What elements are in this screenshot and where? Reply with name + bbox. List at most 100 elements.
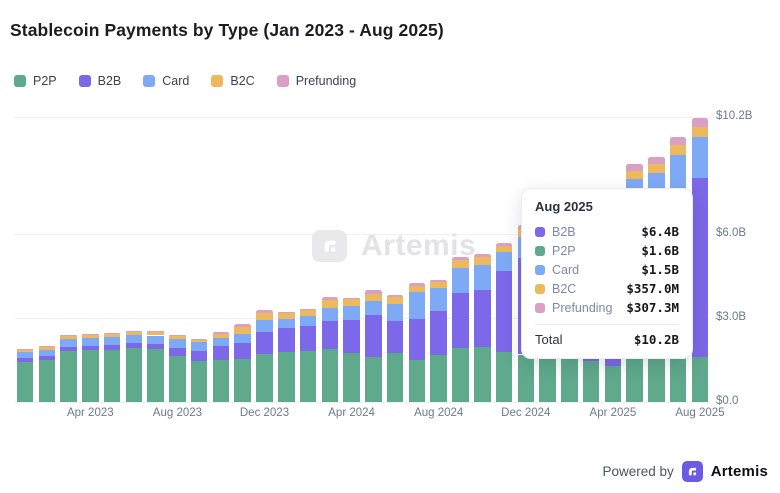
bar-sep-2024[interactable] [452, 0, 469, 402]
bar-segment-p2p[interactable] [626, 357, 643, 402]
bar-segment-b2c[interactable] [299, 310, 317, 317]
bar-segment-prefunding[interactable] [430, 279, 447, 282]
legend-item-card[interactable]: Card [143, 74, 189, 88]
bar-segment-b2b[interactable] [256, 332, 273, 354]
bar-segment-b2b[interactable] [365, 315, 382, 358]
bar-segment-b2c[interactable] [626, 170, 643, 180]
bar-segment-p2p[interactable] [256, 353, 273, 402]
bar-segment-prefunding[interactable] [648, 156, 665, 164]
bar-segment-prefunding[interactable] [147, 331, 164, 333]
bar-sep-2023[interactable] [190, 0, 208, 402]
bar-segment-b2b[interactable] [691, 178, 709, 358]
bar-segment-p2p[interactable] [190, 360, 208, 402]
bar-segment-card[interactable] [212, 337, 230, 346]
bar-segment-b2b[interactable] [430, 310, 447, 356]
bar-segment-b2b[interactable] [147, 343, 164, 350]
bar-segment-p2p[interactable] [561, 354, 578, 402]
legend-item-b2c[interactable]: B2C [211, 74, 255, 88]
bar-aug-2025[interactable] [691, 0, 709, 402]
bar-segment-card[interactable] [365, 300, 382, 316]
bar-oct-2023[interactable] [212, 0, 230, 402]
bar-segment-p2p[interactable] [539, 354, 556, 402]
bar-segment-card[interactable] [691, 136, 709, 179]
bar-segment-b2b[interactable] [16, 358, 34, 363]
bar-may-2023[interactable] [103, 0, 121, 402]
bar-segment-card[interactable] [60, 338, 77, 347]
bar-segment-prefunding[interactable] [212, 332, 230, 334]
bar-segment-prefunding[interactable] [626, 163, 643, 171]
bar-segment-prefunding[interactable] [474, 253, 491, 258]
bar-segment-card[interactable] [452, 268, 469, 294]
bar-segment-prefunding[interactable] [408, 282, 426, 286]
bar-segment-p2p[interactable] [691, 357, 709, 402]
bar-oct-2024[interactable] [474, 0, 491, 402]
bar-segment-b2b[interactable] [299, 325, 317, 351]
bar-segment-b2b[interactable] [278, 327, 295, 353]
bar-segment-b2c[interactable] [669, 144, 687, 155]
bar-aug-2024[interactable] [430, 0, 447, 402]
bar-segment-card[interactable] [278, 319, 295, 328]
bar-apr-2023[interactable] [82, 0, 99, 402]
bar-segment-p2p[interactable] [408, 359, 426, 402]
bar-segment-p2p[interactable] [648, 357, 665, 402]
bar-segment-card[interactable] [38, 349, 56, 356]
bar-segment-prefunding[interactable] [125, 330, 143, 332]
bar-segment-prefunding[interactable] [386, 294, 404, 298]
bar-segment-b2c[interactable] [430, 281, 447, 288]
bar-segment-p2p[interactable] [234, 358, 251, 402]
bar-jul-2024[interactable] [408, 0, 426, 402]
bar-segment-b2b[interactable] [321, 320, 339, 349]
bar-segment-b2c[interactable] [365, 293, 382, 301]
bar-segment-b2b[interactable] [452, 293, 469, 348]
bar-segment-b2b[interactable] [495, 271, 513, 353]
bar-segment-b2b[interactable] [82, 346, 99, 351]
bar-segment-card[interactable] [321, 307, 339, 321]
bar-segment-b2c[interactable] [386, 297, 404, 304]
bar-segment-b2c[interactable] [648, 163, 665, 173]
bar-segment-p2p[interactable] [386, 353, 404, 402]
bar-segment-card[interactable] [299, 316, 317, 326]
bar-segment-b2b[interactable] [169, 347, 186, 356]
bar-segment-b2c[interactable] [452, 260, 469, 269]
bar-segment-p2p[interactable] [82, 350, 99, 402]
bar-segment-p2p[interactable] [452, 347, 469, 402]
bar-segment-b2b[interactable] [38, 355, 56, 361]
bar-segment-prefunding[interactable] [38, 346, 56, 347]
bar-segment-prefunding[interactable] [669, 136, 687, 145]
bar-segment-p2p[interactable] [604, 365, 622, 402]
bar-segment-b2b[interactable] [408, 319, 426, 360]
bar-segment-prefunding[interactable] [190, 338, 208, 340]
bar-segment-card[interactable] [125, 334, 143, 343]
bar-segment-prefunding[interactable] [495, 242, 513, 247]
bar-segment-b2b[interactable] [212, 345, 230, 361]
bar-jul-2023[interactable] [147, 0, 164, 402]
legend-item-b2b[interactable]: B2B [78, 74, 121, 88]
bar-segment-b2c[interactable] [691, 126, 709, 137]
bar-segment-card[interactable] [408, 292, 426, 319]
bar-segment-prefunding[interactable] [321, 296, 339, 301]
bar-segment-b2c[interactable] [278, 313, 295, 320]
bar-segment-prefunding[interactable] [234, 323, 251, 327]
bar-segment-prefunding[interactable] [82, 333, 99, 335]
powered-by-artemis-link[interactable]: Powered by Artemis [602, 461, 768, 482]
bar-segment-card[interactable] [430, 287, 447, 311]
bar-segment-b2c[interactable] [125, 331, 143, 335]
bar-segment-prefunding[interactable] [452, 256, 469, 261]
bar-segment-b2c[interactable] [60, 335, 77, 339]
bar-segment-prefunding[interactable] [16, 348, 34, 350]
bar-jan-2023[interactable] [16, 0, 34, 402]
bar-segment-b2c[interactable] [321, 300, 339, 308]
bar-feb-2023[interactable] [38, 0, 56, 402]
bar-segment-card[interactable] [256, 320, 273, 333]
bar-segment-prefunding[interactable] [60, 334, 77, 336]
bar-segment-p2p[interactable] [669, 357, 687, 402]
bar-segment-card[interactable] [669, 154, 687, 193]
bar-segment-card[interactable] [474, 265, 491, 291]
bar-segment-p2p[interactable] [430, 355, 447, 402]
bar-segment-card[interactable] [234, 333, 251, 344]
bar-segment-b2c[interactable] [474, 257, 491, 266]
bar-segment-b2c[interactable] [234, 326, 251, 334]
bar-feb-2024[interactable] [299, 0, 317, 402]
bar-dec-2023[interactable] [256, 0, 273, 402]
bar-jan-2024[interactable] [278, 0, 295, 402]
